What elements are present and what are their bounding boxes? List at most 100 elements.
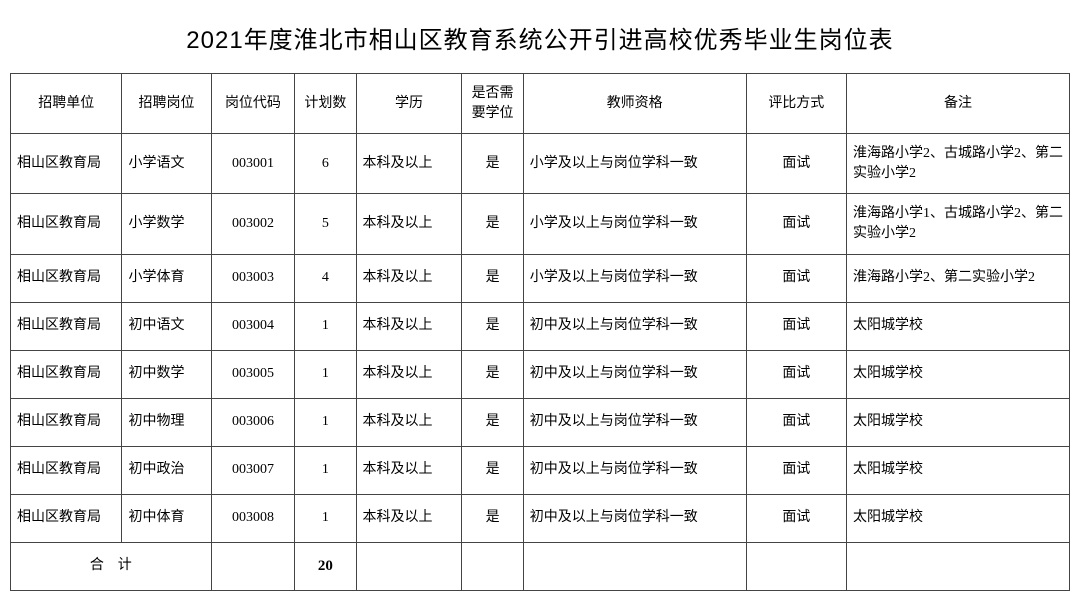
cell-remark: 淮海路小学1、古城路小学2、第二实验小学2 — [846, 194, 1069, 254]
cell-edu: 本科及以上 — [356, 302, 462, 350]
cell-degree: 是 — [462, 194, 523, 254]
cell-qual: 初中及以上与岗位学科一致 — [523, 350, 746, 398]
cell-count: 6 — [295, 134, 356, 194]
cell-edu: 本科及以上 — [356, 398, 462, 446]
cell-method: 面试 — [746, 254, 846, 302]
table-row: 相山区教育局初中物理0030061本科及以上是初中及以上与岗位学科一致面试太阳城… — [11, 398, 1070, 446]
cell-count: 1 — [295, 350, 356, 398]
cell-unit: 相山区教育局 — [11, 446, 122, 494]
cell-post: 小学体育 — [122, 254, 211, 302]
cell-unit: 相山区教育局 — [11, 134, 122, 194]
cell-qual: 小学及以上与岗位学科一致 — [523, 194, 746, 254]
cell-method: 面试 — [746, 446, 846, 494]
cell-edu: 本科及以上 — [356, 494, 462, 542]
total-blank — [462, 542, 523, 590]
cell-post: 初中体育 — [122, 494, 211, 542]
cell-code: 003003 — [211, 254, 295, 302]
cell-degree: 是 — [462, 254, 523, 302]
cell-edu: 本科及以上 — [356, 194, 462, 254]
cell-edu: 本科及以上 — [356, 350, 462, 398]
table-row: 相山区教育局小学数学0030025本科及以上是小学及以上与岗位学科一致面试淮海路… — [11, 194, 1070, 254]
total-blank — [356, 542, 462, 590]
cell-edu: 本科及以上 — [356, 446, 462, 494]
table-row: 相山区教育局初中体育0030081本科及以上是初中及以上与岗位学科一致面试太阳城… — [11, 494, 1070, 542]
table-header-row: 招聘单位 招聘岗位 岗位代码 计划数 学历 是否需要学位 教师资格 评比方式 备… — [11, 74, 1070, 134]
cell-post: 初中数学 — [122, 350, 211, 398]
cell-method: 面试 — [746, 302, 846, 350]
page-title: 2021年度淮北市相山区教育系统公开引进高校优秀毕业生岗位表 — [10, 20, 1070, 55]
cell-code: 003006 — [211, 398, 295, 446]
cell-qual: 初中及以上与岗位学科一致 — [523, 398, 746, 446]
cell-unit: 相山区教育局 — [11, 398, 122, 446]
cell-unit: 相山区教育局 — [11, 194, 122, 254]
cell-code: 003004 — [211, 302, 295, 350]
cell-remark: 太阳城学校 — [846, 398, 1069, 446]
cell-remark: 淮海路小学2、第二实验小学2 — [846, 254, 1069, 302]
cell-code: 003007 — [211, 446, 295, 494]
table-row: 相山区教育局小学语文0030016本科及以上是小学及以上与岗位学科一致面试淮海路… — [11, 134, 1070, 194]
cell-code: 003002 — [211, 194, 295, 254]
table-row: 相山区教育局初中语文0030041本科及以上是初中及以上与岗位学科一致面试太阳城… — [11, 302, 1070, 350]
table-row: 相山区教育局初中政治0030071本科及以上是初中及以上与岗位学科一致面试太阳城… — [11, 446, 1070, 494]
cell-method: 面试 — [746, 350, 846, 398]
table-total-row: 合 计 20 — [11, 542, 1070, 590]
cell-unit: 相山区教育局 — [11, 302, 122, 350]
cell-post: 初中物理 — [122, 398, 211, 446]
cell-count: 1 — [295, 302, 356, 350]
table-row: 相山区教育局初中数学0030051本科及以上是初中及以上与岗位学科一致面试太阳城… — [11, 350, 1070, 398]
cell-count: 4 — [295, 254, 356, 302]
cell-remark: 淮海路小学2、古城路小学2、第二实验小学2 — [846, 134, 1069, 194]
col-method: 评比方式 — [746, 74, 846, 134]
cell-edu: 本科及以上 — [356, 134, 462, 194]
col-remark: 备注 — [846, 74, 1069, 134]
cell-degree: 是 — [462, 350, 523, 398]
cell-post: 小学语文 — [122, 134, 211, 194]
cell-count: 1 — [295, 398, 356, 446]
total-blank — [211, 542, 295, 590]
cell-degree: 是 — [462, 398, 523, 446]
positions-table: 招聘单位 招聘岗位 岗位代码 计划数 学历 是否需要学位 教师资格 评比方式 备… — [10, 73, 1070, 591]
cell-count: 1 — [295, 494, 356, 542]
cell-unit: 相山区教育局 — [11, 350, 122, 398]
cell-count: 1 — [295, 446, 356, 494]
cell-method: 面试 — [746, 494, 846, 542]
col-unit: 招聘单位 — [11, 74, 122, 134]
cell-unit: 相山区教育局 — [11, 494, 122, 542]
total-value: 20 — [295, 542, 356, 590]
cell-method: 面试 — [746, 134, 846, 194]
cell-degree: 是 — [462, 302, 523, 350]
col-count: 计划数 — [295, 74, 356, 134]
cell-degree: 是 — [462, 134, 523, 194]
cell-method: 面试 — [746, 194, 846, 254]
col-qual: 教师资格 — [523, 74, 746, 134]
cell-qual: 初中及以上与岗位学科一致 — [523, 446, 746, 494]
cell-unit: 相山区教育局 — [11, 254, 122, 302]
col-code: 岗位代码 — [211, 74, 295, 134]
col-edu: 学历 — [356, 74, 462, 134]
cell-method: 面试 — [746, 398, 846, 446]
col-post: 招聘岗位 — [122, 74, 211, 134]
cell-degree: 是 — [462, 494, 523, 542]
col-degree: 是否需要学位 — [462, 74, 523, 134]
cell-qual: 初中及以上与岗位学科一致 — [523, 494, 746, 542]
cell-qual: 小学及以上与岗位学科一致 — [523, 254, 746, 302]
cell-code: 003005 — [211, 350, 295, 398]
cell-post: 初中政治 — [122, 446, 211, 494]
total-blank — [846, 542, 1069, 590]
cell-remark: 太阳城学校 — [846, 350, 1069, 398]
cell-post: 小学数学 — [122, 194, 211, 254]
cell-qual: 初中及以上与岗位学科一致 — [523, 302, 746, 350]
cell-post: 初中语文 — [122, 302, 211, 350]
total-label: 合 计 — [11, 542, 212, 590]
cell-count: 5 — [295, 194, 356, 254]
cell-remark: 太阳城学校 — [846, 446, 1069, 494]
cell-code: 003008 — [211, 494, 295, 542]
cell-remark: 太阳城学校 — [846, 494, 1069, 542]
table-row: 相山区教育局小学体育0030034本科及以上是小学及以上与岗位学科一致面试淮海路… — [11, 254, 1070, 302]
cell-qual: 小学及以上与岗位学科一致 — [523, 134, 746, 194]
cell-remark: 太阳城学校 — [846, 302, 1069, 350]
cell-degree: 是 — [462, 446, 523, 494]
total-blank — [523, 542, 746, 590]
cell-edu: 本科及以上 — [356, 254, 462, 302]
cell-code: 003001 — [211, 134, 295, 194]
